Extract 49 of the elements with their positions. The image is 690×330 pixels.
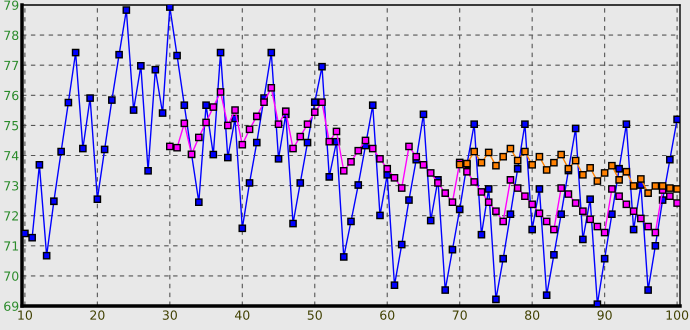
y-tick-label: 71 — [4, 241, 18, 251]
x-tick-label: 40 — [234, 310, 250, 320]
x-tick-label: 100 — [666, 310, 688, 320]
point — [492, 162, 500, 170]
point — [484, 148, 493, 156]
point — [622, 168, 630, 176]
point — [521, 148, 529, 156]
x-tick-label: 50 — [308, 310, 322, 320]
point — [630, 182, 638, 190]
x-tick-label: 90 — [597, 310, 612, 320]
point — [594, 177, 602, 185]
y-tick-label: 75 — [4, 121, 18, 130]
y-tick-label: 73 — [4, 181, 18, 191]
y-tick-label: 69 — [4, 301, 18, 311]
point — [652, 182, 660, 190]
x-tick-label: 60 — [380, 310, 394, 320]
y-tick-label: 79 — [4, 0, 18, 10]
point — [470, 148, 478, 156]
x-tick-label: 70 — [452, 310, 467, 320]
point — [666, 184, 674, 192]
y-tick-label: 72 — [4, 211, 18, 220]
point — [499, 152, 507, 161]
point — [557, 150, 565, 158]
point — [579, 170, 587, 179]
point — [637, 175, 645, 183]
y-tick-label: 77 — [4, 60, 18, 70]
point — [615, 176, 623, 184]
point — [572, 156, 580, 164]
point — [586, 164, 594, 172]
point — [528, 161, 536, 169]
y-tick-label: 78 — [4, 30, 18, 40]
point — [658, 182, 666, 190]
point — [550, 158, 558, 167]
y-tick-label: 74 — [4, 151, 19, 160]
y-tick-label: 70 — [4, 271, 18, 281]
point — [514, 156, 522, 164]
point — [542, 166, 550, 174]
point — [608, 162, 616, 170]
point — [673, 185, 680, 193]
point — [506, 144, 514, 152]
point — [600, 169, 608, 177]
point — [536, 152, 544, 161]
x-tick-label: 20 — [90, 310, 104, 320]
x-tick-label: 10 — [18, 310, 32, 320]
y-tick-label: 76 — [4, 90, 18, 100]
x-tick-label: 80 — [525, 310, 540, 320]
point — [644, 189, 652, 197]
point — [478, 158, 486, 167]
x-tick-label: 30 — [162, 310, 177, 320]
